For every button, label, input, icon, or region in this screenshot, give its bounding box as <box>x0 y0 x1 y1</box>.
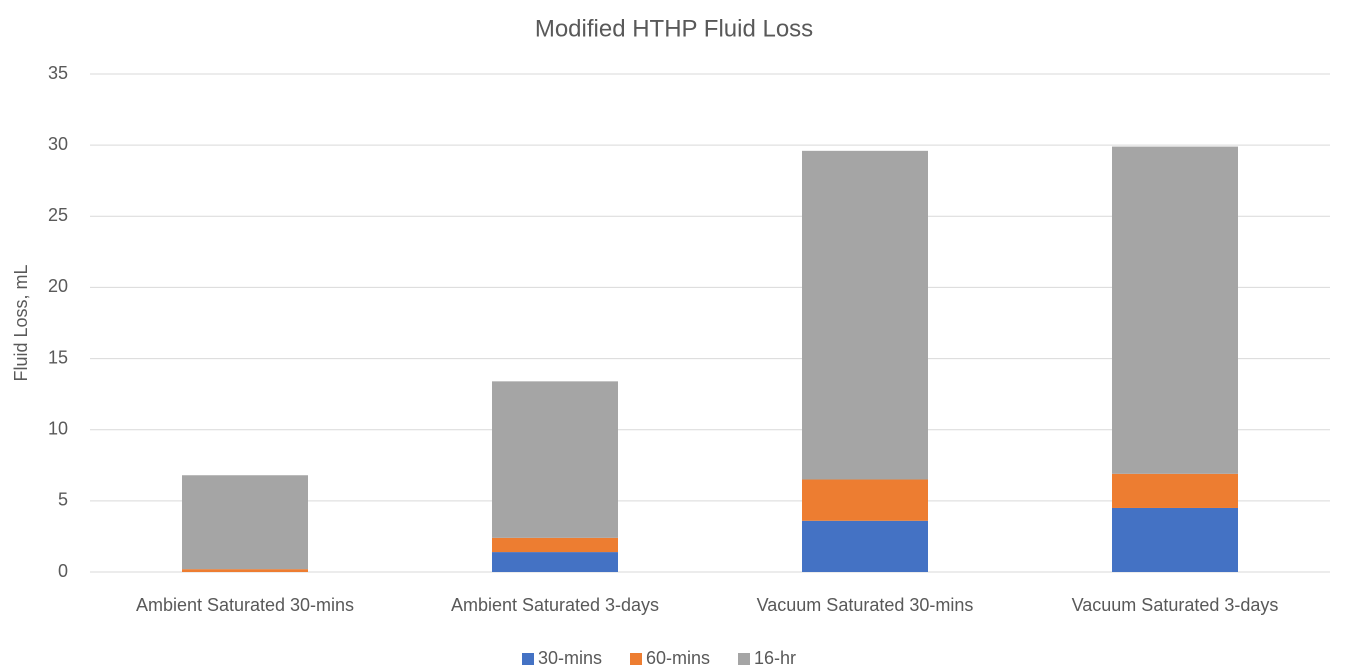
y-tick-label: 10 <box>48 418 68 438</box>
bar-segment <box>802 150 928 480</box>
bar-segment <box>182 569 308 572</box>
y-tick-label: 5 <box>58 490 68 510</box>
x-tick-label: Vacuum Saturated 3-days <box>1072 595 1279 615</box>
y-tick-label: 25 <box>48 205 68 225</box>
bar-segment <box>802 520 928 572</box>
legend-swatch <box>630 653 642 665</box>
y-tick-label: 30 <box>48 134 68 154</box>
bar-segment <box>492 381 618 538</box>
bar-segment <box>1112 473 1238 508</box>
y-tick-label: 0 <box>58 561 68 581</box>
legend-label: 30-mins <box>538 648 602 668</box>
x-tick-label: Ambient Saturated 3-days <box>451 595 659 615</box>
x-tick-label: Vacuum Saturated 30-mins <box>757 595 974 615</box>
y-axis-label: Fluid Loss, mL <box>11 264 31 381</box>
y-tick-label: 20 <box>48 276 68 296</box>
legend-label: 16-hr <box>754 648 796 668</box>
chart-title: Modified HTHP Fluid Loss <box>535 15 813 42</box>
bar-segment <box>1112 146 1238 474</box>
legend-swatch <box>522 653 534 665</box>
y-tick-label: 35 <box>48 63 68 83</box>
bar-segment <box>802 479 928 521</box>
bar-segment <box>492 552 618 572</box>
legend-label: 60-mins <box>646 648 710 668</box>
y-tick-label: 15 <box>48 347 68 367</box>
x-tick-label: Ambient Saturated 30-mins <box>136 595 354 615</box>
bar-segment <box>1112 507 1238 572</box>
legend-swatch <box>738 653 750 665</box>
bar-segment <box>182 475 308 570</box>
bar-segment <box>492 537 618 553</box>
